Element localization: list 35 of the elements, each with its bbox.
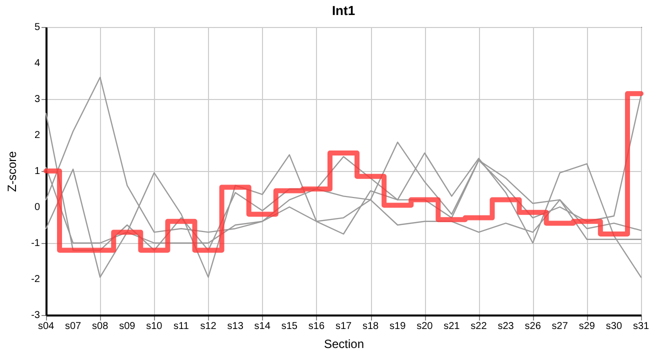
y-tick-label: 0 <box>34 202 40 213</box>
x-tick-label: s08 <box>92 321 109 332</box>
x-tick-label: s14 <box>254 321 271 332</box>
y-axis-title: Z-score <box>5 150 19 192</box>
x-tick-label: s26 <box>524 321 542 332</box>
x-tick-label: s27 <box>552 321 568 332</box>
y-tick-label: 5 <box>34 22 40 33</box>
x-tick-label: s16 <box>308 321 325 332</box>
y-tick-label: 3 <box>34 94 40 105</box>
x-tick-label: s30 <box>606 321 622 332</box>
x-tick-label: s20 <box>416 321 434 332</box>
x-tick-label: s21 <box>444 321 460 332</box>
y-tick-label: 1 <box>34 166 40 177</box>
x-tick-label: s11 <box>174 321 190 332</box>
x-tick-label: s29 <box>578 321 596 332</box>
x-tick-label: s10 <box>146 321 163 332</box>
y-tick-label: -1 <box>31 238 40 249</box>
x-tick-label: s04 <box>38 321 54 332</box>
x-tick-label: s17 <box>335 321 352 332</box>
y-tick-label: 2 <box>34 130 40 141</box>
x-axis-title: Section <box>324 337 364 351</box>
x-tick-label: s23 <box>498 321 514 332</box>
x-tick-label: s12 <box>200 321 217 332</box>
x-tick-label: s15 <box>281 321 298 332</box>
x-tick-label: s07 <box>64 321 82 332</box>
x-tick-label: s13 <box>227 321 244 332</box>
x-tick-label: s18 <box>362 321 380 332</box>
y-tick-label: -2 <box>31 274 40 285</box>
y-tick-label: 4 <box>34 58 40 69</box>
x-tick-label: s09 <box>119 321 136 332</box>
y-tick-label: -3 <box>31 310 40 321</box>
x-tick-label: s19 <box>390 321 406 332</box>
chart-title: Int1 <box>332 3 356 18</box>
x-tick-label: s31 <box>632 321 650 332</box>
x-tick-label: s22 <box>470 321 488 332</box>
